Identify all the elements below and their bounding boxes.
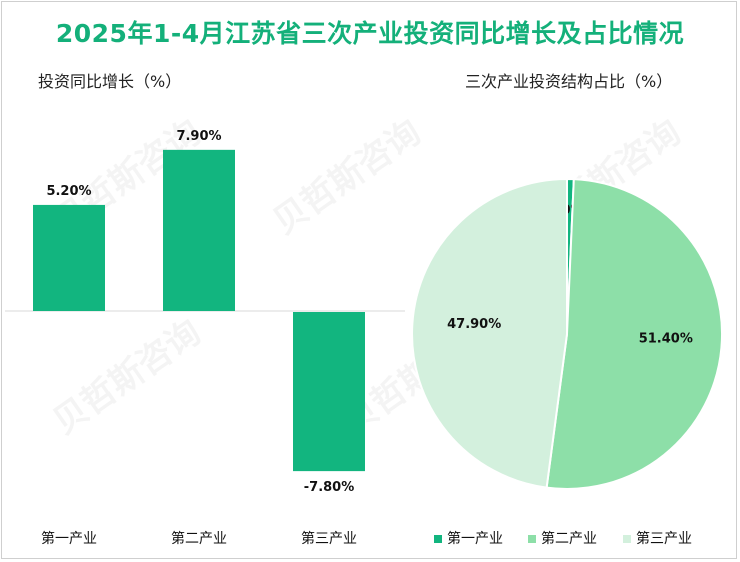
pie-slice-2 — [545, 178, 724, 491]
legend-swatch — [434, 535, 442, 543]
bar-chart-title: 投资同比增长（%） — [38, 72, 182, 91]
legend-label: 第三产业 — [636, 530, 692, 547]
x-tick-label: 第三产业 — [301, 530, 357, 547]
legend-label: 第二产业 — [541, 530, 597, 547]
pie-chart-title: 三次产业投资结构占比（%） — [465, 72, 673, 91]
bar-2 — [163, 149, 235, 311]
x-tick-label: 第二产业 — [171, 530, 227, 547]
pie-slice-3 — [411, 177, 568, 489]
bar-1 — [33, 204, 105, 311]
bar-3 — [293, 312, 365, 472]
legend-label: 第一产业 — [447, 530, 503, 547]
chart-title: 2025年1-4月江苏省三次产业投资同比增长及占比情况 — [55, 19, 685, 48]
legend-swatch — [623, 535, 631, 543]
bar-data-label: 7.90% — [176, 129, 221, 144]
bar-data-label: 5.20% — [46, 184, 91, 199]
bar-data-label: -7.80% — [304, 480, 355, 495]
pie-data-label: 51.40% — [639, 332, 693, 347]
x-tick-label: 第一产业 — [41, 530, 97, 547]
legend-swatch — [528, 535, 536, 543]
pie-data-label: 47.90% — [447, 317, 501, 332]
